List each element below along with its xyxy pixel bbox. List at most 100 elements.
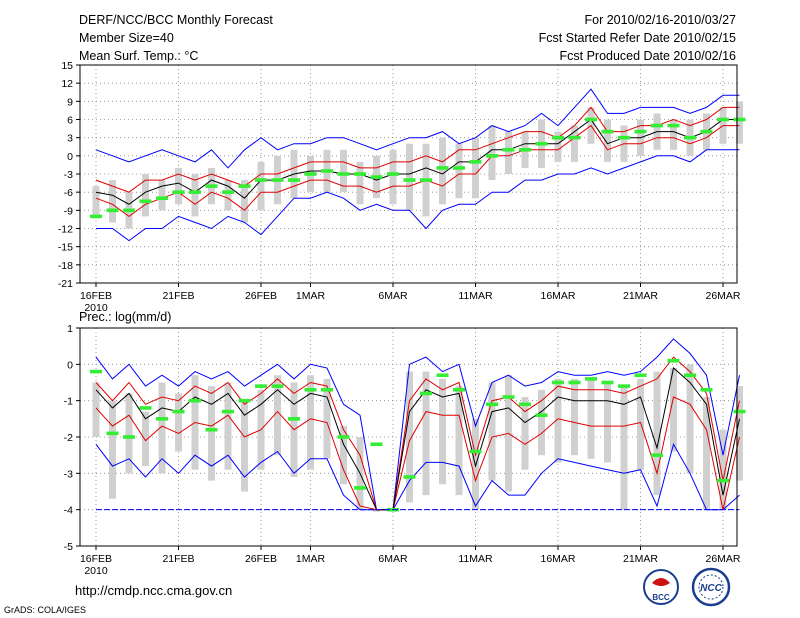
ensemble-box [109, 400, 116, 499]
y-tick-label: 9 [67, 96, 73, 108]
observed-marker [469, 160, 482, 164]
ensemble-box [488, 125, 496, 181]
ensemble-box [670, 367, 677, 452]
ensemble-box [208, 386, 215, 481]
observed-marker [651, 453, 663, 457]
precipitation-panel: 1 0 -1 -2 -3 -4 -5 16FEB 21FEB 26FEB 1MAR 6MAR 11MAR… [64, 323, 746, 577]
observed-marker [601, 129, 614, 134]
observed-marker [337, 435, 350, 439]
observed-marker [519, 402, 531, 407]
observed-marker [271, 384, 284, 388]
ensemble-box [439, 137, 446, 205]
observed-marker [222, 409, 234, 414]
bcc-logo-text: BCC [652, 593, 670, 602]
observed-marker [634, 373, 647, 378]
y-tick-label: 15 [61, 60, 73, 72]
ensemble-box [455, 143, 463, 199]
observed-marker [453, 166, 465, 170]
ensemble-box [538, 389, 545, 456]
ensemble-box [356, 161, 364, 205]
observed-marker [667, 358, 680, 363]
max-line [95, 88, 740, 169]
ensemble-box [670, 119, 677, 150]
ensemble-box [340, 426, 347, 485]
ensemble-mean-line [95, 367, 740, 511]
observed-marker [667, 123, 680, 128]
ensemble-box [340, 149, 347, 193]
observed-marker [106, 431, 119, 436]
ensemble-box [323, 378, 331, 459]
ensemble-box [109, 180, 116, 223]
observed-marker [189, 398, 201, 403]
x-tick-label: 6MAR [378, 290, 408, 302]
observed-marker [106, 208, 119, 213]
x-tick-label: 21FEB [162, 290, 194, 302]
observed-marker [304, 387, 317, 392]
observed-marker [733, 117, 746, 122]
ensemble-box [158, 382, 166, 474]
ensemble-box [92, 382, 100, 437]
ensemble-box [587, 378, 595, 459]
ensemble-box [158, 180, 166, 211]
observed-marker [717, 478, 729, 483]
observed-marker [502, 395, 515, 399]
max-line [95, 338, 740, 511]
observed-marker [370, 175, 383, 179]
variable-label: Mean Surf. Temp.: °C [79, 49, 199, 63]
ensemble-box [224, 180, 232, 211]
footer-url[interactable]: http://cmdp.ncc.cma.gov.cn [75, 583, 233, 598]
observed-marker [733, 409, 746, 414]
ensemble-box [191, 174, 199, 217]
bcc-logo-swirl-icon [652, 578, 670, 586]
observed-marker [90, 214, 102, 219]
ensemble-box [736, 386, 743, 481]
y-tick-label: -3 [64, 468, 73, 480]
observed-marker [420, 178, 432, 182]
min-line [96, 149, 740, 242]
ensemble-box [439, 378, 446, 485]
x-tick-label: 16FEB [80, 553, 112, 565]
ensemble-mean-line [95, 118, 740, 205]
observed-marker [717, 117, 729, 122]
ensemble-box [703, 397, 710, 510]
x-tick-label: 26FEB [245, 553, 277, 565]
observed-marker [469, 449, 482, 454]
ensemble-box [406, 371, 413, 503]
observed-marker [354, 172, 366, 176]
observed-marker [222, 190, 234, 194]
observed-marker [123, 435, 135, 439]
ensemble-box [521, 397, 529, 470]
observed-marker [486, 402, 498, 407]
observed-marker [139, 199, 152, 204]
precip-panel-title: Prec.: log(mm/d) [79, 310, 171, 324]
observed-marker [502, 147, 515, 152]
observed-marker [436, 373, 449, 378]
ensemble-box [175, 393, 182, 452]
observed-marker [403, 475, 416, 479]
observed-marker [304, 172, 317, 176]
y-tick-label: -21 [58, 278, 73, 290]
ensemble-box [125, 393, 133, 474]
observed-marker [238, 184, 251, 188]
ensemble-box [422, 371, 430, 496]
ensemble-box [307, 375, 314, 470]
observed-marker [568, 380, 581, 385]
observed-marker [519, 147, 531, 152]
observed-marker [403, 178, 416, 182]
logos: BCC NCC [643, 567, 731, 607]
observed-marker [255, 178, 267, 182]
ensemble-box [554, 378, 562, 463]
observed-marker [684, 135, 696, 140]
observed-marker [172, 190, 185, 194]
y-tick-label: 12 [61, 78, 73, 90]
x-tick-label: 21MAR [623, 553, 658, 565]
x-tick-label: 16MAR [540, 553, 575, 565]
y-tick-label: 0 [67, 359, 73, 371]
x-tick-label: 1MAR [296, 553, 326, 565]
ensemble-box [604, 382, 611, 463]
observed-marker [420, 391, 432, 396]
observed-marker [585, 377, 597, 381]
x-tick-label: 6MAR [378, 553, 408, 565]
ensemble-box [373, 509, 380, 512]
y-tick-label: -3 [64, 169, 73, 181]
